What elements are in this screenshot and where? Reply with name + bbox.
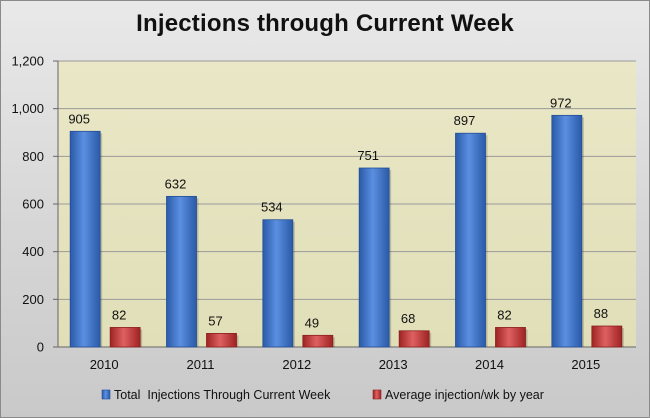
data-label: 632 — [165, 176, 187, 191]
bar-total — [166, 195, 197, 348]
x-tick-label: 2015 — [571, 357, 600, 372]
chart-title: Injections through Current Week — [136, 10, 514, 37]
legend-swatch-average — [372, 389, 382, 400]
y-tick-label: 1,000 — [11, 101, 44, 116]
data-label: 897 — [454, 113, 476, 128]
data-label: 972 — [550, 95, 572, 110]
data-label: 68 — [401, 311, 415, 326]
bar-average — [109, 327, 141, 348]
bars — [69, 114, 624, 348]
x-tick-label: 2014 — [475, 357, 504, 372]
bar-total — [551, 114, 583, 348]
legend-swatch-total — [101, 389, 111, 400]
data-label: 905 — [68, 111, 90, 126]
y-tick-label: 200 — [22, 292, 44, 307]
data-label: 82 — [112, 307, 126, 322]
y-tick-label: 0 — [37, 340, 44, 355]
x-tick-label: 2010 — [90, 357, 119, 372]
legend-label-average: Average injection/wk by year — [385, 388, 544, 402]
bar-average — [398, 330, 430, 348]
bar-average — [206, 333, 237, 348]
legend-label-total: Total Injections Through Current Week — [114, 388, 331, 402]
bar-average — [495, 327, 526, 348]
x-tick-label: 2012 — [282, 357, 311, 372]
bar-total — [358, 167, 390, 348]
gridlines — [58, 60, 636, 300]
data-label: 57 — [208, 313, 222, 328]
data-label: 88 — [594, 306, 608, 321]
bar-total — [69, 130, 101, 348]
x-tick-label: 2011 — [187, 357, 215, 372]
data-label: 82 — [497, 307, 511, 322]
y-tick-label: 1,200 — [11, 54, 44, 69]
y-tick-label: 400 — [22, 244, 44, 259]
bar-average — [302, 334, 334, 348]
x-tick-label: 2013 — [379, 357, 408, 372]
data-label: 751 — [357, 148, 379, 163]
legend: Total Injections Through Current Week Ave… — [101, 388, 544, 402]
data-label: 49 — [305, 315, 319, 330]
bar-average — [591, 325, 623, 348]
y-tick-label: 600 — [22, 197, 44, 212]
data-label: 534 — [261, 200, 283, 215]
bar-total — [455, 132, 486, 348]
y-tick-label: 800 — [22, 149, 44, 164]
bar-total — [262, 219, 294, 348]
